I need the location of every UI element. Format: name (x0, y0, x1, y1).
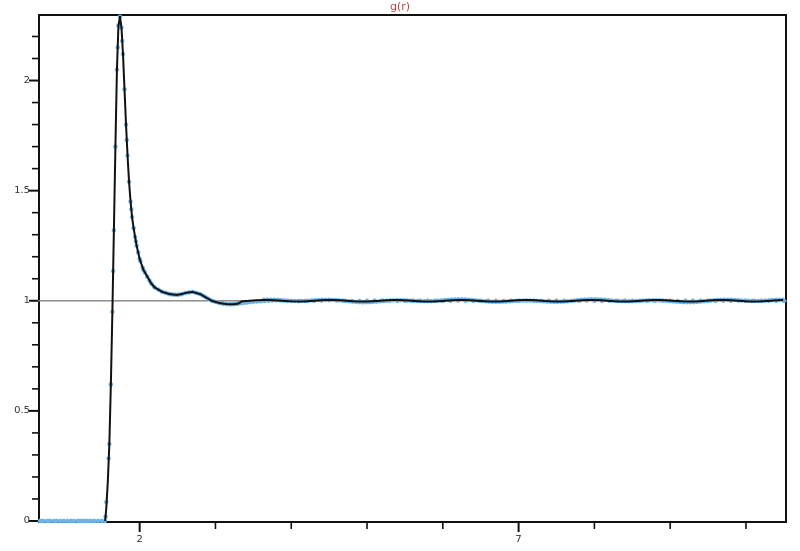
plot-frame (38, 14, 787, 523)
series-theory-line (104, 15, 784, 522)
chart-title: g(r) (389, 0, 411, 13)
y-tick-label: 1.5 (14, 184, 30, 196)
x-tick-label: 7 (515, 534, 522, 545)
axis-ticks-group (29, 35, 747, 532)
x-tick-label: 2 (136, 534, 143, 545)
y-tick-label: 2 (23, 74, 30, 86)
series-simulation-points (37, 14, 787, 524)
y-tick-label: 1 (23, 294, 30, 306)
y-tick-label: 0 (23, 515, 30, 526)
y-tick-label: 0.5 (14, 404, 30, 416)
